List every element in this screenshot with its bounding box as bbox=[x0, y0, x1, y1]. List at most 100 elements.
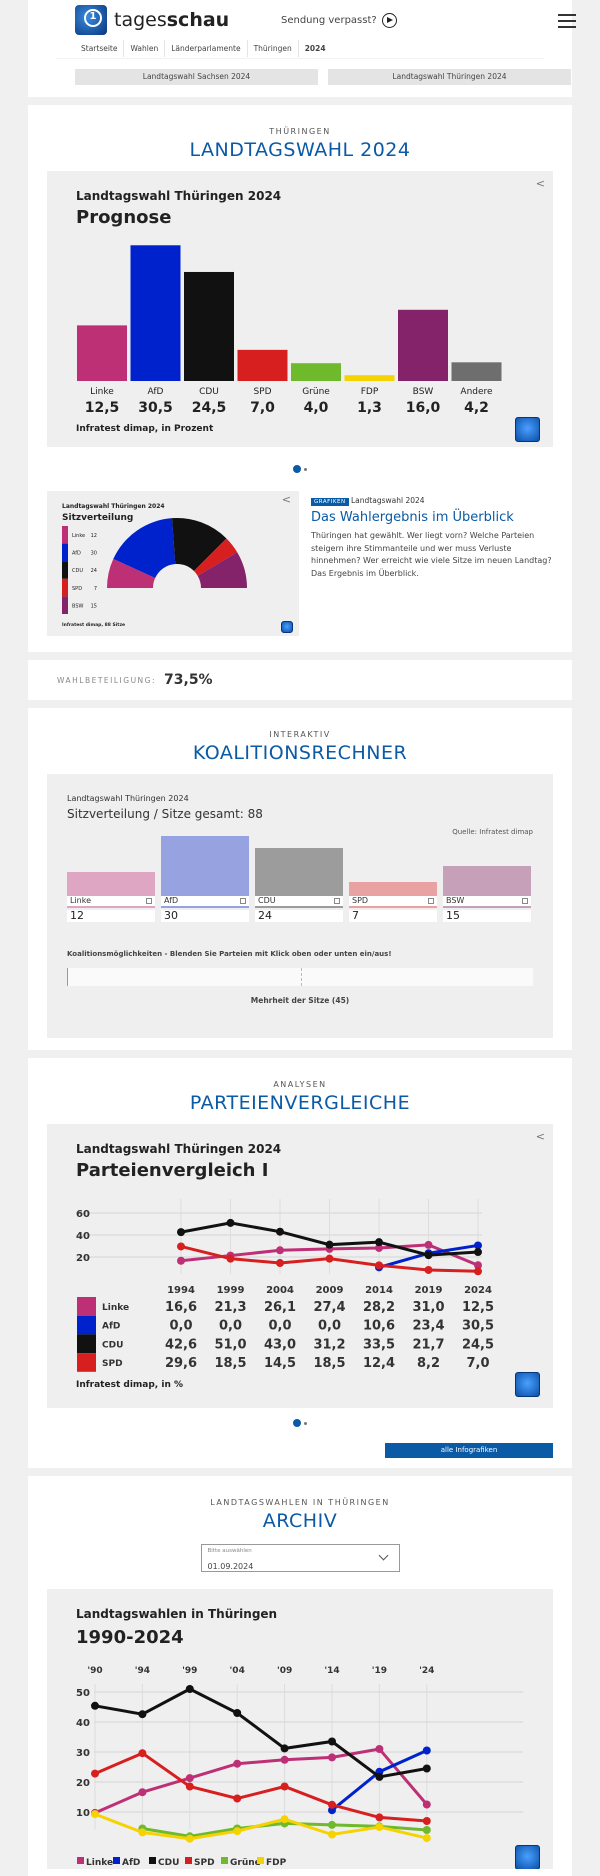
party-column-afd[interactable]: AfD 30 bbox=[161, 774, 249, 944]
carousel-dots[interactable] bbox=[28, 1413, 572, 1433]
party-column-linke[interactable]: Linke 12 bbox=[67, 774, 155, 944]
data-point-spd bbox=[276, 1259, 284, 1268]
menu-icon[interactable] bbox=[558, 14, 576, 32]
seat-bar[interactable] bbox=[255, 848, 343, 896]
bar-andere bbox=[451, 362, 502, 381]
teaser-headline[interactable]: Das Wahlergebnis im Überblick bbox=[311, 510, 514, 525]
table-value: 29,6 bbox=[165, 1356, 197, 1371]
table-value: 0,0 bbox=[219, 1319, 242, 1334]
share-icon[interactable]: < bbox=[535, 177, 545, 190]
seat-bar[interactable] bbox=[443, 866, 531, 896]
carousel-dots[interactable] bbox=[28, 459, 572, 479]
tagesschau-logo-icon[interactable] bbox=[75, 5, 107, 35]
seat-bar[interactable] bbox=[67, 872, 155, 896]
y-tick-label: 50 bbox=[76, 1688, 90, 1699]
legend-swatch bbox=[62, 578, 68, 597]
share-icon[interactable]: < bbox=[281, 493, 291, 506]
table-value: 0,0 bbox=[169, 1319, 192, 1334]
site-header: tagesschau Sendung verpasst? StartseiteW… bbox=[28, 0, 576, 97]
teaser[interactable]: < Landtagswahl Thüringen 2024 Sitzvertei… bbox=[47, 491, 553, 636]
data-point-spd bbox=[177, 1242, 185, 1251]
data-point-spd bbox=[375, 1261, 383, 1270]
breadcrumb-item[interactable]: Wahlen bbox=[124, 40, 166, 57]
x-tick-label: 2004 bbox=[266, 1285, 294, 1296]
data-point-linke bbox=[280, 1755, 289, 1764]
data-point-grüne bbox=[328, 1820, 336, 1829]
coalition-calculator: Landtagswahl Thüringen 2024 Sitzverteilu… bbox=[47, 774, 553, 1038]
calc-subtitle: Landtagswahl Thüringen 2024 bbox=[67, 794, 189, 803]
tab-sachsen[interactable]: Landtagswahl Sachsen 2024 bbox=[75, 69, 318, 85]
election-date-select[interactable]: Bitte auswählen 01.09.2024 bbox=[200, 1544, 400, 1572]
party-label[interactable]: Linke bbox=[67, 896, 155, 908]
seat-bar[interactable] bbox=[161, 836, 249, 896]
data-point-spd bbox=[474, 1267, 482, 1276]
missed-show-link[interactable]: Sendung verpasst? bbox=[281, 13, 397, 28]
bar-bsw bbox=[398, 309, 448, 381]
tab-thueringen[interactable]: Landtagswahl Thüringen 2024 bbox=[328, 69, 571, 85]
data-point-spd bbox=[375, 1813, 384, 1822]
party-label[interactable]: SPD bbox=[349, 896, 437, 908]
bar-value-label: 1,3 bbox=[357, 400, 382, 416]
x-tick-label: '04 bbox=[230, 1666, 245, 1676]
y-tick-label: 20 bbox=[76, 1778, 90, 1789]
party-label[interactable]: BSW bbox=[443, 896, 531, 908]
series-line-linke bbox=[94, 1747, 428, 1815]
table-value: 0,0 bbox=[318, 1319, 341, 1334]
party-column-bsw[interactable]: BSW 15 bbox=[443, 774, 531, 944]
breadcrumb-item[interactable]: Startseite bbox=[75, 40, 125, 57]
seat-count: 30 bbox=[161, 910, 249, 922]
all-graphics-button[interactable]: alle Infografiken bbox=[385, 1443, 553, 1458]
legend-party: Linke bbox=[102, 1303, 129, 1313]
play-icon bbox=[381, 13, 397, 28]
data-point-cdu bbox=[177, 1228, 185, 1237]
chart-title: 1990-2024 bbox=[76, 1627, 184, 1648]
party-label[interactable]: CDU bbox=[255, 896, 343, 908]
party-column-spd[interactable]: SPD 7 bbox=[349, 774, 437, 944]
legend-party: Grüne bbox=[230, 1858, 261, 1868]
legend-swatch bbox=[77, 1353, 96, 1372]
data-point-spd bbox=[280, 1782, 289, 1791]
data-point-afd bbox=[474, 1241, 482, 1250]
seat-count: 12 bbox=[67, 910, 155, 922]
table-value: 33,5 bbox=[363, 1337, 395, 1352]
checkbox-icon[interactable] bbox=[334, 898, 340, 904]
brand-name[interactable]: tagesschau bbox=[114, 9, 229, 31]
chart-source: Infratest dimap, in % bbox=[76, 1380, 183, 1390]
tagesschau-logo-icon bbox=[515, 1845, 540, 1869]
bar-value-label: 12,5 bbox=[85, 400, 120, 416]
seat-graphic[interactable]: < Landtagswahl Thüringen 2024 Sitzvertei… bbox=[47, 491, 299, 636]
seat-segment-bsw bbox=[197, 552, 247, 588]
breadcrumb-item[interactable]: Länderparlamente bbox=[165, 40, 248, 57]
data-point-cdu bbox=[280, 1744, 289, 1753]
majority-marker bbox=[301, 968, 302, 986]
data-point-spd bbox=[233, 1794, 242, 1803]
graphic-title: Sitzverteilung bbox=[62, 513, 134, 523]
table-value: 21,7 bbox=[412, 1337, 444, 1352]
checkbox-icon[interactable] bbox=[522, 898, 528, 904]
party-comparison-chart: < Landtagswahl Thüringen 2024 Parteienve… bbox=[47, 1124, 553, 1408]
checkbox-icon[interactable] bbox=[428, 898, 434, 904]
tagesschau-logo-icon bbox=[281, 621, 293, 633]
section-kicker: ANALYSEN bbox=[273, 1080, 327, 1089]
table-value: 26,1 bbox=[264, 1300, 296, 1315]
prognose-chart: < Landtagswahl Thüringen 2024 Prognose L… bbox=[47, 171, 553, 447]
data-point-linke bbox=[424, 1240, 433, 1249]
party-column-cdu[interactable]: CDU 24 bbox=[255, 774, 343, 944]
breadcrumb-item[interactable]: Thüringen bbox=[248, 40, 299, 57]
share-icon[interactable]: < bbox=[535, 1130, 545, 1143]
breadcrumb-item-current[interactable]: 2024 bbox=[304, 44, 326, 53]
x-tick-label: '94 bbox=[135, 1666, 150, 1676]
checkbox-icon[interactable] bbox=[146, 898, 152, 904]
turnout-value: 73,5% bbox=[164, 672, 213, 688]
bar-fdp bbox=[344, 375, 395, 381]
checkbox-icon[interactable] bbox=[240, 898, 246, 904]
x-tick-label: '14 bbox=[324, 1666, 339, 1676]
party-label[interactable]: AfD bbox=[161, 896, 249, 908]
data-point-linke bbox=[328, 1753, 336, 1762]
bar-value-label: 16,0 bbox=[406, 400, 441, 416]
seat-bar[interactable] bbox=[349, 882, 437, 896]
data-point-spd bbox=[422, 1817, 431, 1825]
data-point-spd bbox=[325, 1254, 334, 1263]
brand-part: tages bbox=[114, 9, 167, 31]
table-value: 31,2 bbox=[313, 1337, 345, 1352]
